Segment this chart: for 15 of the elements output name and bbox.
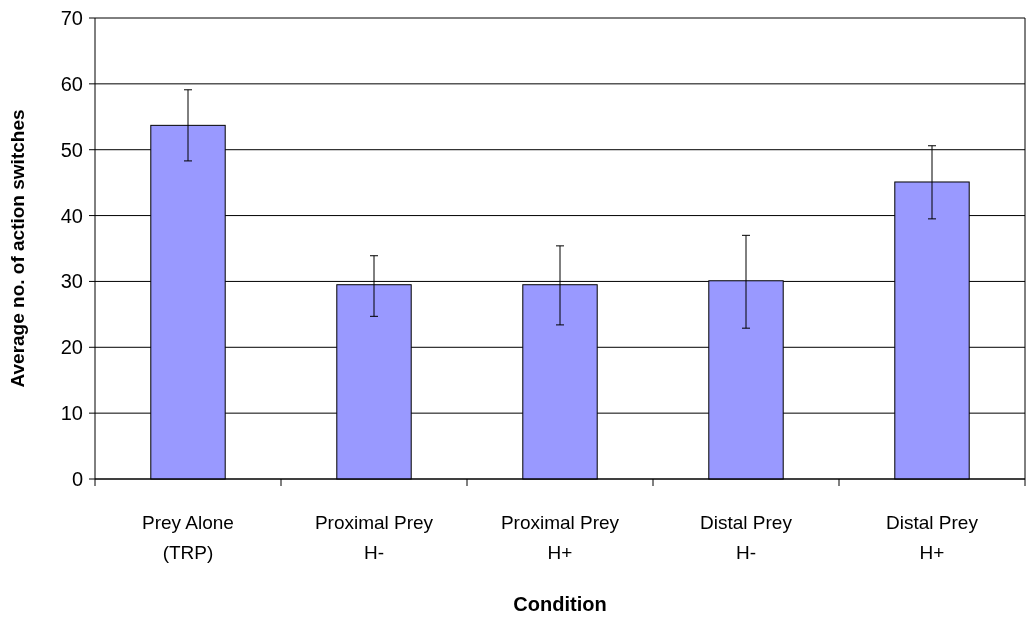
x-tick-label: Proximal Prey H- — [314, 512, 434, 563]
y-tick-label: 0 — [71, 468, 83, 490]
y-tick-label: 50 — [60, 138, 83, 161]
y-tick-label: 70 — [60, 7, 83, 29]
x-tick-label: Distal Prey H- — [700, 512, 793, 563]
y-tick-label: 60 — [60, 72, 83, 95]
y-tick-label: 20 — [60, 336, 83, 359]
y-axis-title: Average no. of action switches — [7, 109, 28, 388]
x-axis-title: Condition — [513, 593, 607, 615]
y-tick-label: 40 — [60, 204, 83, 227]
y-tick-label: 30 — [60, 270, 83, 293]
x-tick-label: Proximal Prey H+ — [500, 512, 620, 563]
x-tick-label: Prey Alone (TRP) — [142, 512, 234, 563]
y-tick-label: 10 — [60, 402, 83, 425]
x-tick-label: Distal Prey H+ — [886, 512, 979, 563]
